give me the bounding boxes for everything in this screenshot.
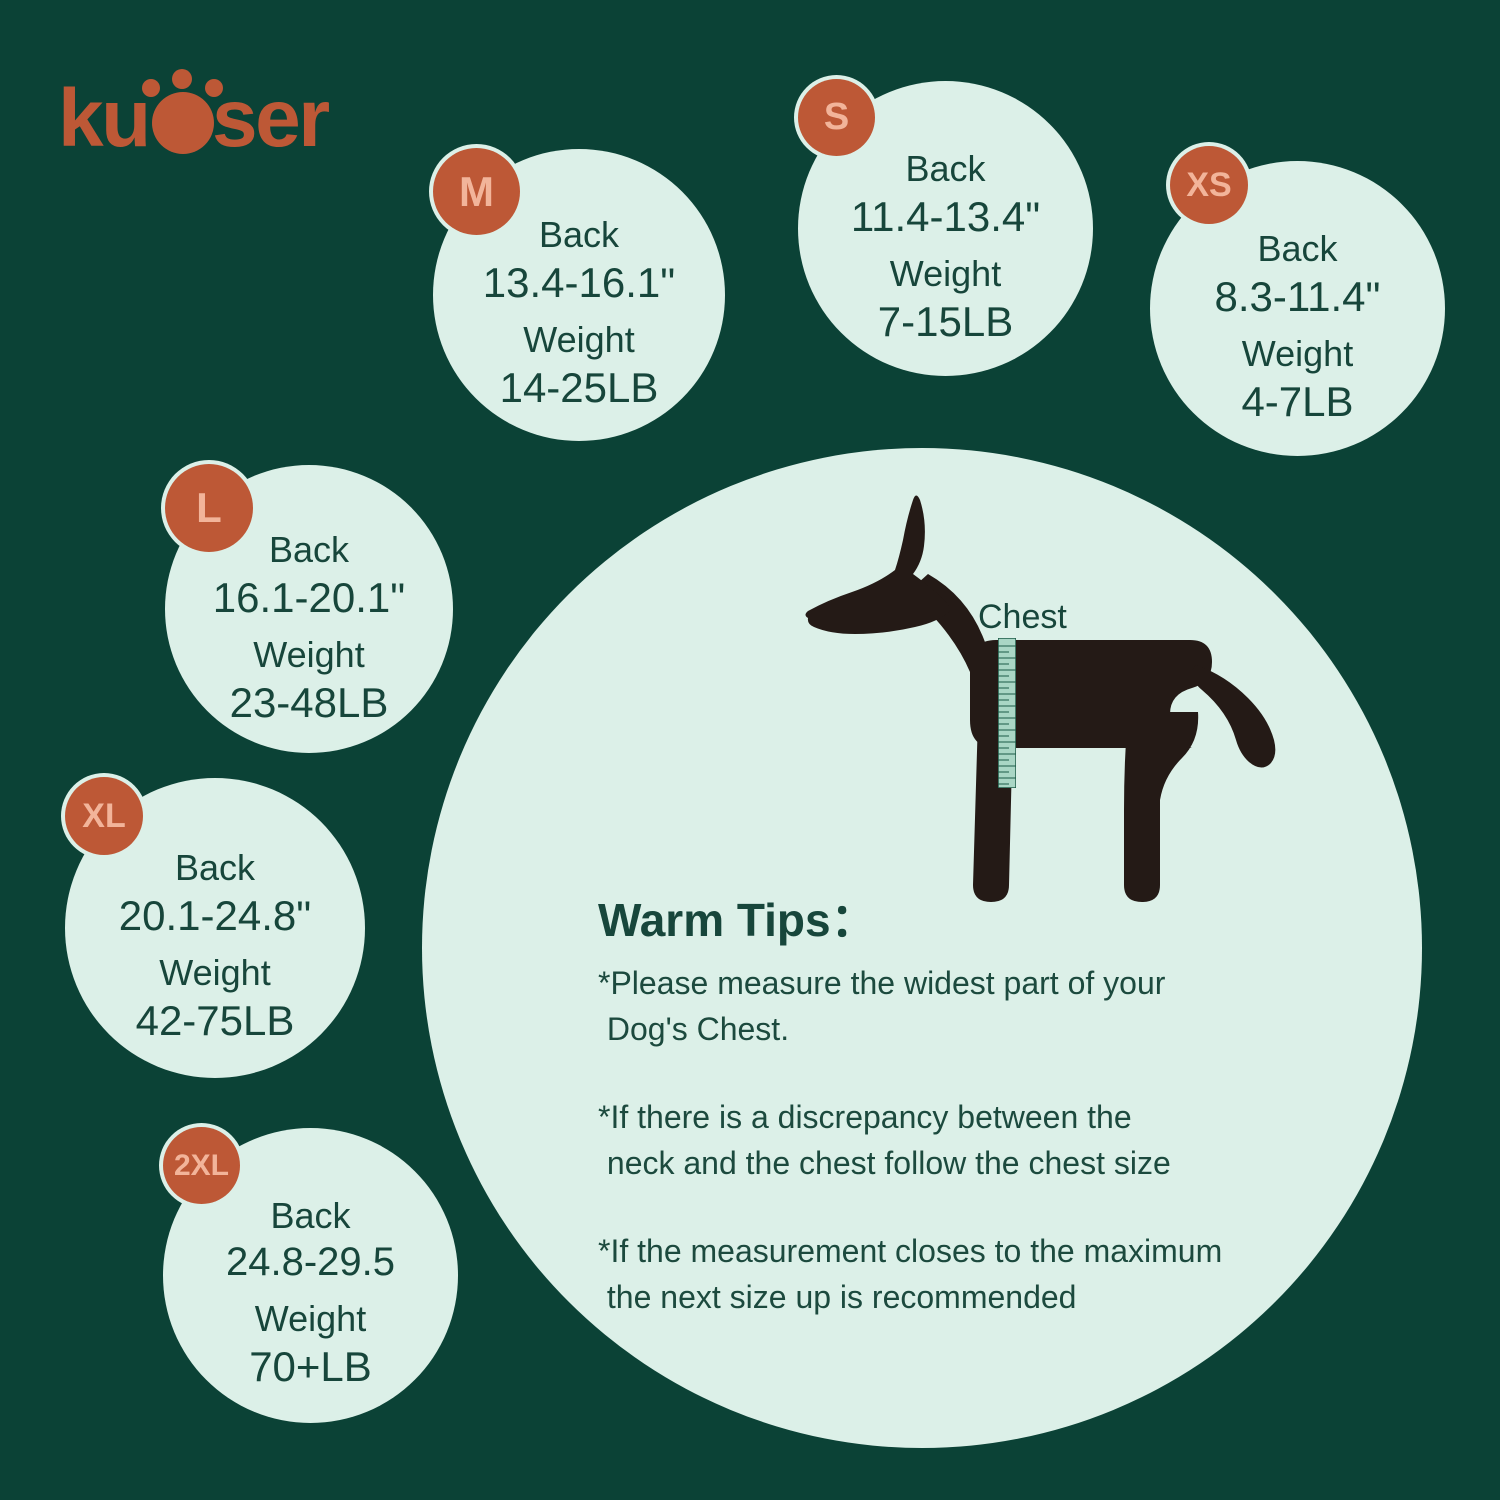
svg-text:ku: ku (58, 73, 149, 164)
svg-text:ser: ser (212, 73, 329, 164)
